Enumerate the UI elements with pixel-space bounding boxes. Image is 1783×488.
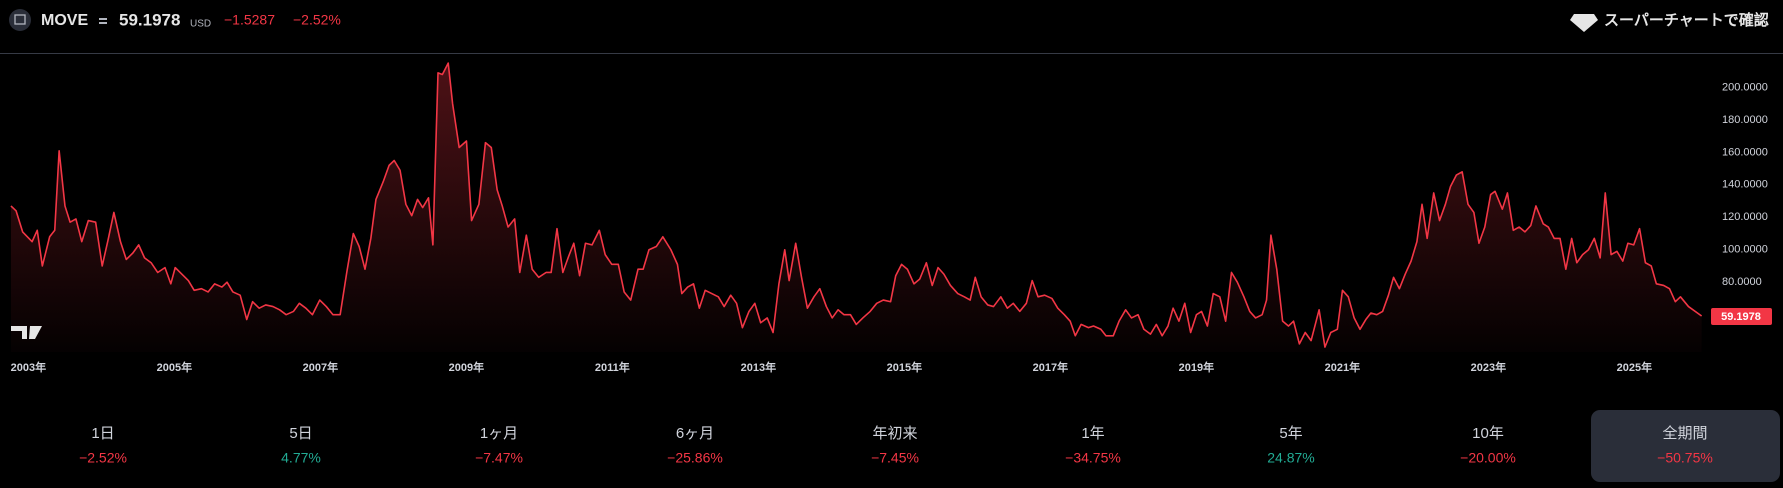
last-price-label: 59.1978 xyxy=(1721,311,1761,323)
x-tick-label: 2005年 xyxy=(157,360,192,374)
period-label[interactable]: 1日 xyxy=(91,425,114,442)
x-tick-label: 2003年 xyxy=(11,360,46,374)
x-tick-label: 2015年 xyxy=(887,360,922,374)
period-change[interactable]: −7.47% xyxy=(475,450,523,466)
last-price-tag xyxy=(1711,307,1772,325)
period-change[interactable]: 24.87% xyxy=(1267,450,1314,466)
periods: 1日 −2.52% 5日 4.77% 1ヶ月 −7.47% 6ヶ月 −25.86% 年初来 −7.… xyxy=(79,424,1713,466)
symbol: MOVE xyxy=(41,12,88,29)
separator xyxy=(99,18,107,20)
separator xyxy=(99,22,107,24)
x-tick-label: 2025年 xyxy=(1617,360,1652,374)
period-label[interactable]: 全期間 xyxy=(1662,424,1707,442)
y-tick-label: 80.0000 xyxy=(1722,276,1762,288)
tv-logo xyxy=(11,326,42,339)
period-label[interactable]: 6ヶ月 xyxy=(676,425,714,442)
period-change[interactable]: −50.75% xyxy=(1657,450,1713,466)
x-tick-label: 2021年 xyxy=(1325,360,1360,374)
period-change[interactable]: −2.52% xyxy=(79,450,127,466)
period-label[interactable]: 1ヶ月 xyxy=(480,425,518,442)
chart: 80.0000 100.0000 120.0000 140.0000 160.0000 1… xyxy=(10,62,1772,374)
x-tick-label: 2011年 xyxy=(595,360,630,374)
x-tick-label: 2023年 xyxy=(1471,360,1506,374)
cta-icon[interactable] xyxy=(1570,14,1598,32)
period-label[interactable]: 5日 xyxy=(289,425,312,442)
x-tick-label: 2017年 xyxy=(1033,360,1068,374)
period-label[interactable]: 年初来 xyxy=(872,425,917,442)
y-tick-label: 120.0000 xyxy=(1722,211,1768,223)
period-label[interactable]: 5年 xyxy=(1279,425,1302,442)
period-change[interactable]: −7.45% xyxy=(871,450,919,466)
price: 59.1978 xyxy=(119,10,180,29)
cta[interactable]: スーパーチャートで確認 xyxy=(1604,11,1769,29)
y-tick-label: 140.0000 xyxy=(1722,179,1768,191)
period-label[interactable]: 1年 xyxy=(1081,425,1104,442)
x-tick-label: 2007年 xyxy=(303,360,338,374)
period-label[interactable]: 10年 xyxy=(1472,425,1504,442)
line xyxy=(10,62,1703,348)
x-tick-label: 2009年 xyxy=(449,360,484,374)
y-tick-label: 100.0000 xyxy=(1722,244,1768,256)
period-selected-bg xyxy=(1591,410,1780,482)
period-change[interactable]: 4.77% xyxy=(281,450,321,466)
change: −1.5287 xyxy=(224,12,275,28)
period-change[interactable]: −20.00% xyxy=(1460,450,1516,466)
area-fill xyxy=(10,63,1702,353)
symbol-icon-glyph xyxy=(14,14,26,25)
y-tick-label: 160.0000 xyxy=(1722,146,1768,158)
symbol-icon xyxy=(9,9,31,31)
x-tick-label: 2013年 xyxy=(741,360,776,374)
y-tick-label: 200.0000 xyxy=(1722,81,1768,93)
period-change[interactable]: −25.86% xyxy=(667,450,723,466)
change-pct: −2.52% xyxy=(293,12,341,28)
period-change[interactable]: −34.75% xyxy=(1065,450,1121,466)
currency: USD xyxy=(190,19,211,30)
y-tick-label: 180.0000 xyxy=(1722,114,1768,126)
x-tick-label: 2019年 xyxy=(1179,360,1214,374)
